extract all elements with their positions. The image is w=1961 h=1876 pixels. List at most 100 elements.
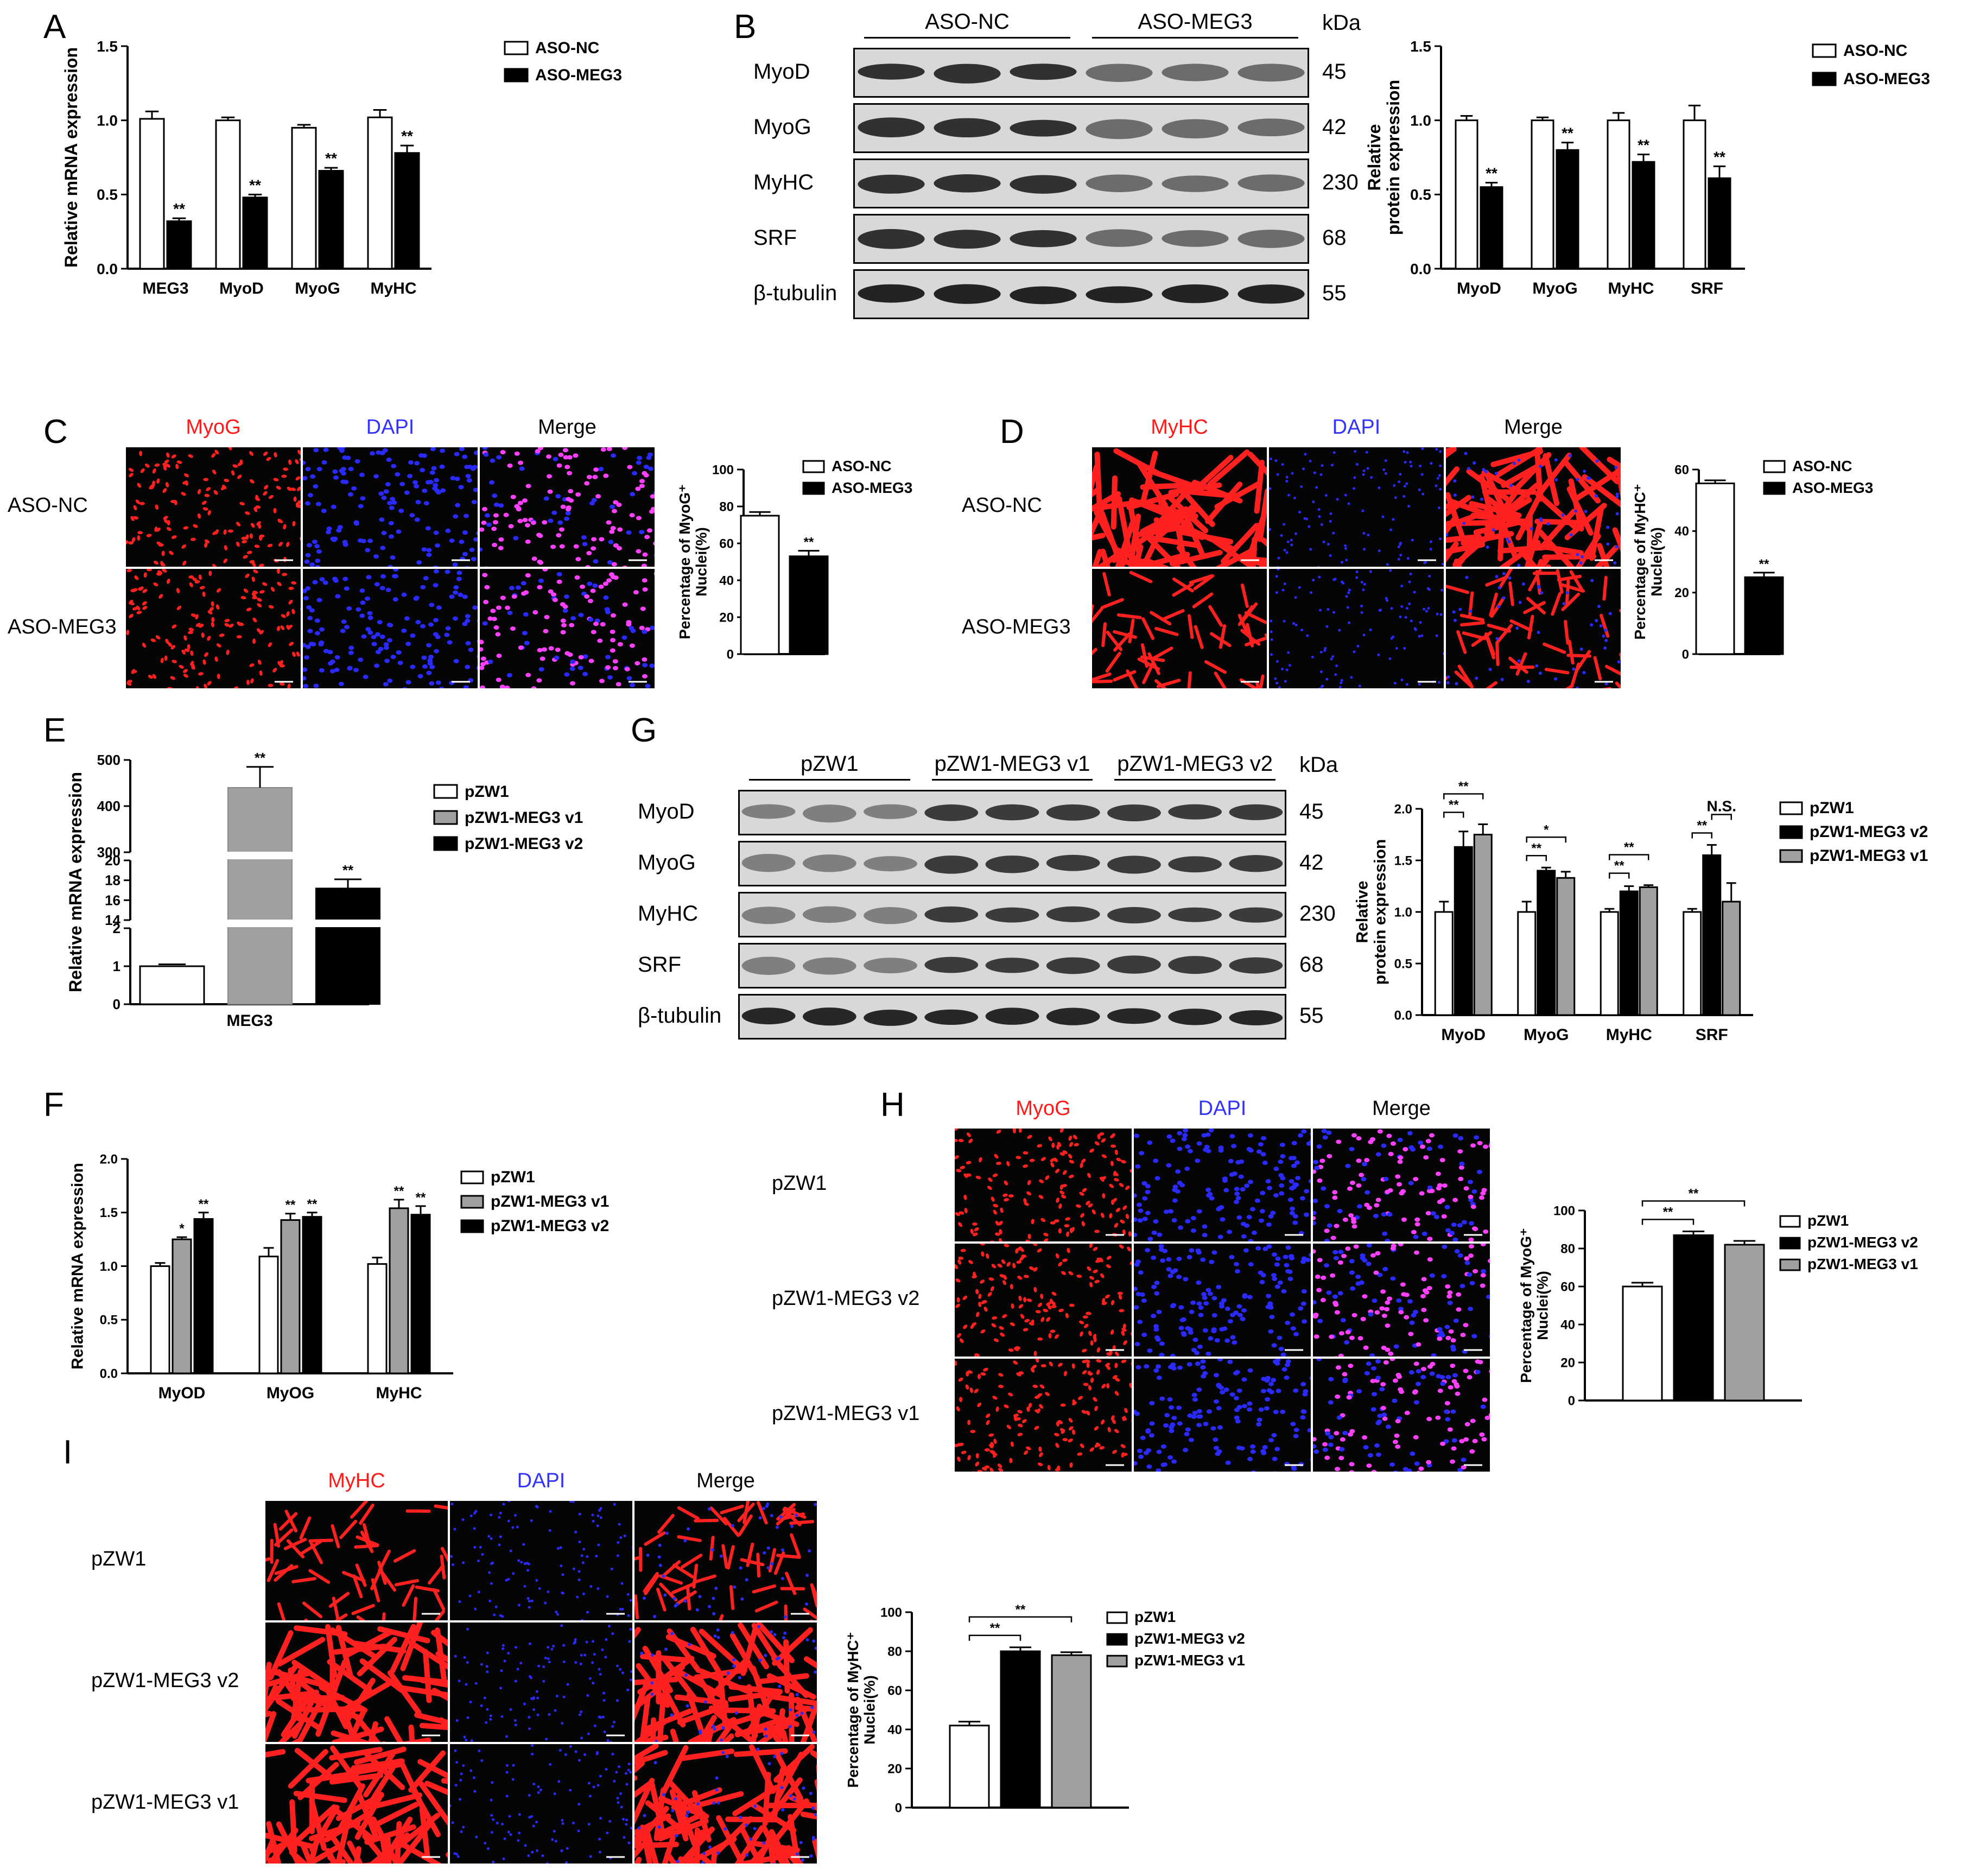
nucleus-dot [615, 682, 621, 687]
nucleus-dot [416, 560, 422, 565]
nucleus-dot [1013, 1347, 1019, 1351]
nucleus-dot [481, 1553, 484, 1556]
blot-strip [738, 790, 1286, 835]
nucleus-dot [455, 503, 461, 508]
nucleus-dot [190, 650, 194, 656]
legend-swatch [460, 1170, 484, 1184]
nucleus-dot [1604, 629, 1608, 632]
nucleus-dot [1488, 1413, 1490, 1417]
nucleus-dot [617, 1801, 620, 1804]
nucleus-dot [814, 1670, 817, 1674]
fiber-stroke [1142, 661, 1155, 685]
significance-bracket [1609, 854, 1649, 860]
nucleus-dot [463, 1735, 466, 1739]
nucleus-dot [1322, 540, 1325, 543]
blot-kda-value: 68 [1322, 226, 1347, 250]
bar [1722, 901, 1741, 1016]
nucleus-dot [1283, 619, 1286, 623]
fiber-stroke [1187, 671, 1192, 688]
nucleus-dot [1341, 580, 1344, 584]
nucleus-dot [471, 499, 477, 504]
nucleus-dot [1234, 1191, 1240, 1196]
nucleus-dot [1443, 572, 1444, 574]
nucleus-dot [1102, 1193, 1106, 1199]
nucleus-dot [1360, 604, 1363, 607]
micrograph-canvas [955, 1129, 1132, 1241]
fiber-stroke [1092, 533, 1106, 541]
bar [1632, 161, 1655, 270]
nucleus-dot [1410, 1452, 1416, 1456]
nucleus-dot [396, 650, 402, 655]
fiber-stroke [746, 1542, 754, 1567]
nucleus-dot [1308, 1179, 1311, 1184]
nucleus-dot [282, 573, 288, 576]
fiber-stroke [1594, 545, 1619, 567]
nucleus-dot [1316, 1359, 1322, 1361]
nucleus-dot [268, 683, 274, 687]
nucleus-dot [781, 1548, 785, 1552]
nucleus-dot [1310, 591, 1313, 594]
fiber-stroke [757, 1501, 768, 1525]
nucleus-dot [988, 1433, 994, 1437]
nucleus-dot [365, 548, 371, 553]
nucleus-dot [315, 565, 321, 567]
nucleus-dot [1322, 1447, 1328, 1452]
blot-band-canvas [858, 117, 1305, 140]
nucleus-dot [567, 471, 573, 476]
nucleus-dot [1313, 1199, 1318, 1203]
nucleus-dot [1419, 621, 1422, 624]
legend-swatch [433, 836, 458, 851]
nucleus-dot [1399, 473, 1402, 476]
nucleus-dot [1419, 464, 1422, 467]
panel-label-e: E [43, 712, 66, 749]
fiber-stroke [656, 1811, 706, 1837]
nucleus-dot [1224, 1338, 1230, 1343]
nucleus-dot [1303, 1389, 1309, 1394]
nucleus-dot [599, 1507, 602, 1510]
fiber-stroke [812, 1839, 817, 1860]
nucleus-dot [644, 535, 650, 540]
nucleus-dot [1158, 1247, 1164, 1252]
nucleus-dot [1388, 1151, 1394, 1156]
nucleus-dot [994, 1154, 999, 1159]
nucleus-dot [715, 1776, 719, 1780]
nucleus-dot [383, 489, 389, 494]
nucleus-dot [1284, 1362, 1290, 1367]
nucleus-dot [1613, 561, 1617, 565]
nucleus-dot [367, 611, 373, 616]
nucleus-dot [188, 575, 194, 579]
nucleus-dot [770, 1630, 773, 1634]
nucleus-dot [1309, 1376, 1311, 1380]
nucleus-dot [1229, 1134, 1235, 1139]
nucleus-dot [1489, 1370, 1490, 1373]
nucleus-dot [1407, 1131, 1413, 1136]
nucleus-dot [592, 1682, 595, 1685]
fiber-stroke [634, 1734, 669, 1742]
nucleus-dot [990, 1286, 994, 1291]
blot-band [1162, 64, 1229, 81]
nucleus-dot [1334, 673, 1337, 676]
fiber-stroke [1561, 592, 1581, 611]
fiber-stroke [634, 1744, 659, 1763]
nucleus-dot [252, 562, 256, 567]
nucleus-dot [1329, 554, 1332, 557]
fiber-stroke [359, 1503, 375, 1525]
nucleus-dot [607, 560, 613, 565]
nucleus-dot [1244, 1183, 1250, 1188]
blot-band [741, 907, 796, 924]
nucleus-dot [386, 457, 392, 462]
nucleus-dot [1320, 523, 1323, 526]
nucleus-dot [1435, 1415, 1441, 1420]
nucleus-dot [1260, 1152, 1266, 1157]
micrograph-column-label: Merge [538, 416, 596, 439]
nucleus-dot [1260, 1190, 1266, 1195]
nucleus-dot [639, 484, 645, 489]
blot-band [858, 174, 925, 194]
nucleus-dot [968, 1260, 973, 1264]
nucleus-dot [517, 1604, 521, 1607]
micrograph-canvas [126, 569, 301, 688]
nucleus-dot [608, 1625, 611, 1628]
nucleus-dot [959, 1397, 963, 1403]
nucleus-dot [1292, 622, 1296, 625]
nucleus-dot [1197, 1344, 1203, 1349]
